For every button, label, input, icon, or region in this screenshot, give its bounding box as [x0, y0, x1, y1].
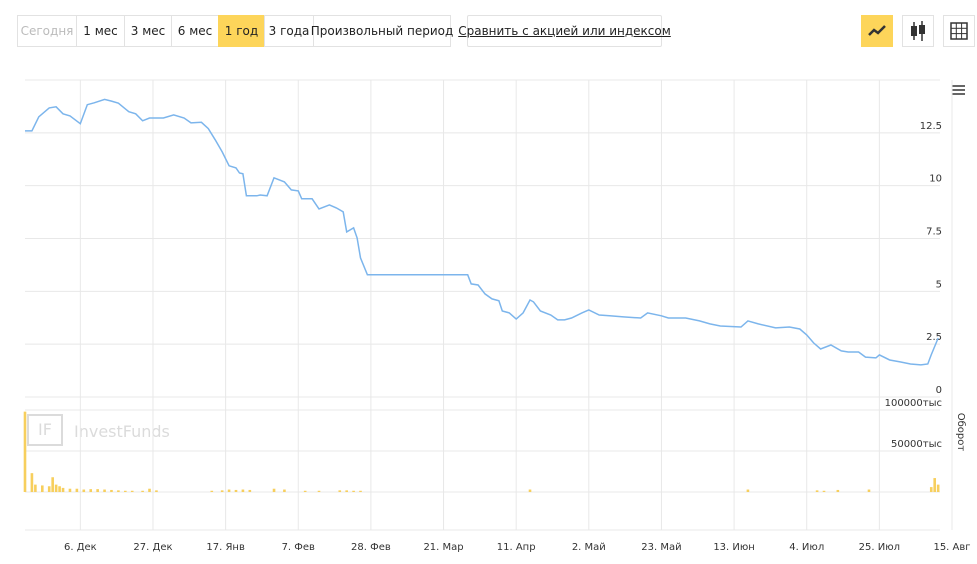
range-button[interactable]: Сегодня	[17, 15, 77, 47]
y-tick-label: 5	[936, 279, 942, 290]
volume-bar	[117, 490, 120, 492]
x-tick-label: 17. Янв	[206, 542, 245, 553]
volume-bar	[47, 486, 51, 492]
y-tick-label: 7.5	[926, 227, 942, 238]
volume-bar	[227, 489, 231, 492]
volume-bar	[248, 489, 252, 492]
volume-bar	[836, 489, 840, 492]
volume-bar	[933, 478, 937, 492]
watermark-text: InvestFunds	[74, 422, 170, 441]
x-tick-label: 28. Фев	[351, 542, 391, 553]
volume-bar	[272, 488, 276, 492]
volume-bar	[155, 490, 158, 492]
volume-bar	[124, 490, 127, 492]
volume-bar	[34, 484, 37, 492]
volume-bar	[317, 490, 321, 492]
x-tick-label: 25. Июл	[859, 542, 900, 553]
table-icon	[950, 22, 968, 40]
volume-bar	[110, 489, 113, 492]
watermark-logo: IF	[38, 420, 52, 439]
watermark: IF InvestFunds	[27, 414, 170, 446]
volume-bar	[234, 489, 238, 492]
range-button[interactable]: Произвольный период	[311, 15, 453, 47]
range-button[interactable]: 1 мес	[76, 15, 125, 47]
volume-bar	[220, 490, 224, 492]
volume-bar	[746, 489, 750, 492]
range-button[interactable]: 6 мес	[171, 15, 219, 47]
y-tick-label: 10	[929, 174, 942, 185]
volume-bar	[815, 490, 819, 492]
volume-bar	[58, 486, 61, 492]
chart: IF InvestFunds 6. Дек 27. Дек 17. Янв 7. Фе…	[23, 79, 971, 553]
x-tick-label: 15. Авг	[933, 542, 970, 553]
volume-bar	[148, 488, 151, 492]
volume-bar	[40, 485, 44, 492]
x-tick-label: 6. Дек	[64, 542, 97, 553]
y-tick-label: 0	[936, 385, 942, 396]
range-button[interactable]: 3 мес	[124, 15, 172, 47]
volume-bar	[51, 477, 54, 492]
volume-bar	[82, 489, 86, 492]
volume-bar	[822, 490, 826, 492]
volume-bar	[528, 489, 532, 492]
volume-bar	[54, 484, 58, 492]
volume-bar	[359, 490, 362, 492]
volume-axis-label: Оборот	[955, 413, 966, 452]
x-tick-label: 13. Июн	[713, 542, 755, 553]
volume-bar	[23, 411, 27, 492]
menu-icon[interactable]	[952, 85, 965, 95]
table-view-button[interactable]	[943, 15, 975, 47]
line-icon	[868, 25, 886, 36]
x-tick-label: 23. Май	[641, 542, 681, 553]
line-view-button[interactable]	[861, 15, 893, 47]
price-line	[25, 98, 939, 366]
volume-tick-label: 50000тыс	[891, 439, 942, 450]
volume-bar	[303, 490, 307, 492]
volume-bar	[89, 489, 93, 492]
y-tick-label: 2.5	[926, 332, 942, 343]
volume-bar	[68, 488, 72, 492]
volume-bar	[936, 484, 940, 492]
volume-bar	[929, 487, 933, 492]
volume-bar	[75, 488, 79, 492]
x-tick-label: 4. Июл	[789, 542, 824, 553]
volume-bar	[241, 489, 245, 492]
volume-bar	[103, 489, 106, 492]
candle-view-button[interactable]	[902, 15, 934, 47]
volume-tick-label: 100000тыс	[885, 398, 942, 409]
volume-bar	[283, 489, 286, 492]
volume-bar	[30, 473, 34, 492]
volume-bar	[130, 490, 134, 492]
compare-button[interactable]: Сравнить с акцией или индексом	[458, 15, 671, 47]
volume-bar	[867, 489, 871, 492]
range-button[interactable]: 3 года	[264, 15, 314, 47]
volume-bar	[345, 490, 348, 492]
range-button[interactable]: 1 год	[218, 15, 265, 47]
x-tick-label: 11. Апр	[497, 542, 536, 553]
x-tick-label: 2. Май	[572, 542, 606, 553]
x-tick-label: 27. Дек	[133, 542, 172, 553]
volume-bar	[338, 490, 342, 492]
x-tick-label: 7. Фев	[282, 542, 315, 553]
volume-bar	[141, 490, 144, 492]
volume-bar	[61, 487, 65, 492]
volume-bar	[210, 490, 214, 492]
y-tick-label: 12.5	[920, 121, 942, 132]
volume-bar	[96, 489, 99, 492]
x-tick-label: 21. Мар	[423, 542, 463, 553]
candle-icon	[911, 21, 925, 41]
volume-bar	[352, 490, 355, 492]
